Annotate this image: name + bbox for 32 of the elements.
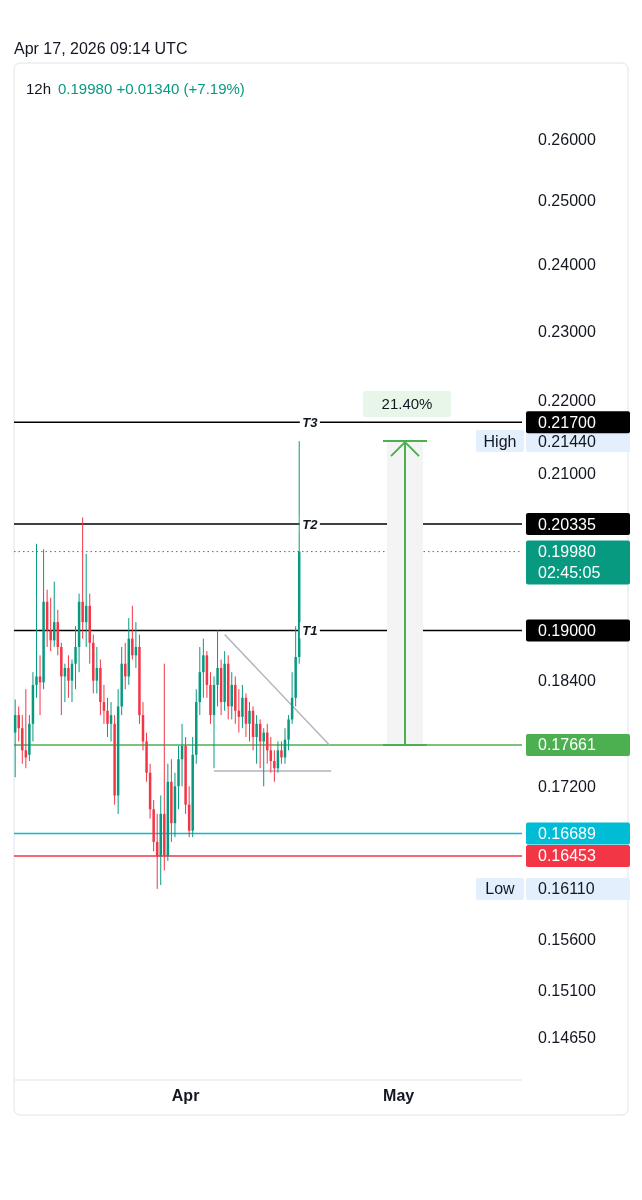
y-tick-label: 0.21000 [538,465,596,483]
annotation: 21.40% [381,395,433,413]
annotation: Low [485,880,516,898]
y-tick-label: 0.23000 [538,322,596,340]
ref-line-label: 0.21700 [538,413,596,431]
y-tick-label: 0.17200 [538,777,596,795]
annotation: High [483,432,517,450]
annotation: T1 [302,622,318,638]
x-tick-label: May [383,1087,415,1104]
y-tick-label: 0.14650 [538,1029,596,1047]
x-tick-label: Apr [171,1087,200,1104]
y-tick-label: 0.18400 [538,672,596,690]
text: 0.19980 +0.01340 (+7.19%) [58,80,245,97]
ref-line-label: 0.19980 [538,543,596,561]
y-tick-label: 0.25000 [538,192,596,210]
ref-line-label: 0.20335 [538,515,596,533]
y-tick-label: 0.22000 [538,392,596,410]
ref-line-label: 0.16453 [538,847,596,865]
y-tick-label: 0.26000 [538,130,596,148]
annotation: T2 [302,516,319,532]
text: Apr 17, 2026 09:14 UTC [14,40,188,57]
y-tick-label: 0.15600 [538,930,596,948]
text: 12h [26,80,52,97]
ref-line-label: 0.19000 [538,621,596,639]
y-tick-label: 0.16110 [538,880,595,898]
annotation: T3 [302,414,319,430]
y-tick-label: 0.15100 [538,981,596,999]
ref-line-label: 0.16689 [538,825,596,843]
y-tick-label: 0.21440 [538,432,596,450]
ref-line-label: 0.17661 [538,736,596,754]
y-tick-label: 0.24000 [538,255,596,273]
text: 02:45:05 [538,564,601,582]
